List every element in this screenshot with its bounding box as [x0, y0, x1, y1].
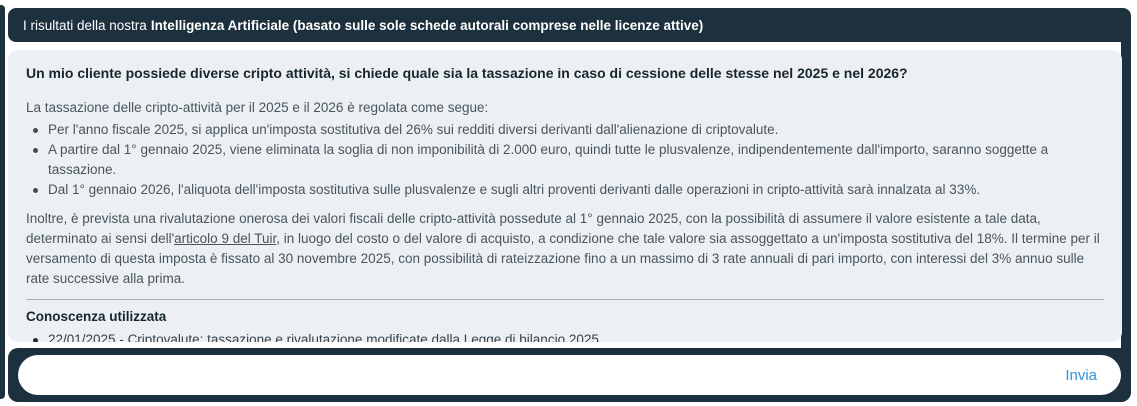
bullet-icon [33, 338, 38, 342]
composer-bar: Invia [8, 348, 1131, 402]
ai-results-panel: I risultati della nostra Intelligenza Ar… [8, 8, 1131, 402]
send-button[interactable]: Invia [1059, 366, 1103, 385]
list-item: Dal 1° gennaio 2026, l'aliquota dell'imp… [26, 180, 1104, 200]
bullet-icon [33, 128, 38, 133]
knowledge-section-title: Conoscenza utilizzata [26, 309, 167, 324]
bullet-text: A partire dal 1° gennaio 2025, viene eli… [48, 142, 1049, 177]
answer-paragraph: Inoltre, è prevista una rivalutazione on… [26, 209, 1104, 289]
paragraph-text-after: , in luogo del costo o del valore di acq… [26, 231, 1100, 286]
header-prefix: I risultati della nostra [23, 17, 147, 33]
bullet-icon [33, 148, 38, 153]
divider [26, 299, 1104, 300]
bullet-text: Dal 1° gennaio 2026, l'aliquota dell'imp… [48, 182, 981, 197]
user-question: Un mio cliente possiede diverse cripto a… [26, 65, 908, 81]
knowledge-link[interactable]: 22/01/2025 - Criptovalute: tassazione e … [48, 332, 599, 342]
message-input-pill: Invia [18, 354, 1121, 396]
bullet-icon [33, 188, 38, 193]
paragraph-text-before: Inoltre, è prevista una rivalutazione on… [26, 211, 1041, 246]
tuir-article-link[interactable]: articolo 9 del Tuir [174, 231, 277, 246]
list-item: Per l'anno fiscale 2025, si applica un'i… [26, 120, 1104, 140]
answer-intro: La tassazione delle cripto-attività per … [26, 100, 489, 115]
list-item: A partire dal 1° gennaio 2025, viene eli… [26, 140, 1104, 180]
answer-card: Un mio cliente possiede diverse cripto a… [8, 50, 1122, 342]
answer-bullet-list: Per l'anno fiscale 2025, si applica un'i… [26, 120, 1104, 200]
bullet-text: Per l'anno fiscale 2025, si applica un'i… [48, 122, 779, 137]
right-frame-strip [1121, 8, 1131, 402]
ai-results-header: I risultati della nostra Intelligenza Ar… [8, 8, 1131, 42]
message-input[interactable] [34, 354, 1050, 396]
header-bold-text: Intelligenza Artificiale (basato sulle s… [150, 17, 704, 33]
left-edge-strip [0, 5, 5, 399]
knowledge-link-list: 22/01/2025 - Criptovalute: tassazione e … [26, 330, 1104, 342]
list-item: 22/01/2025 - Criptovalute: tassazione e … [26, 330, 1104, 342]
